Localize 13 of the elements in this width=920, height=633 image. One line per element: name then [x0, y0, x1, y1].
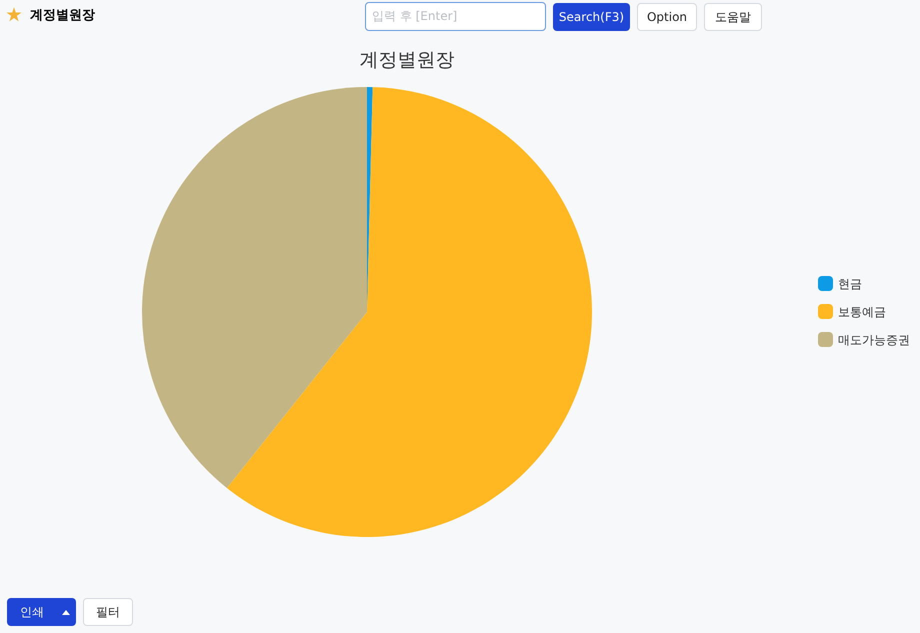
text: Search(F3) [553, 3, 630, 31]
text: Option [637, 3, 697, 31]
text: 계정별원장 [30, 7, 96, 25]
text: 입력 후 [Enter] [365, 2, 546, 31]
legend-label: 보통예금 [838, 305, 886, 319]
legend-label: 매도가능증권 [838, 333, 910, 347]
pie-slice [142, 87, 367, 488]
pie-slice [226, 87, 592, 537]
legend-label: 현금 [838, 277, 862, 291]
chart-title: 계정별원장 [360, 49, 454, 71]
text: 도움말 [704, 3, 762, 31]
text: 인쇄 [20, 604, 44, 620]
text: 필터 [83, 598, 133, 626]
